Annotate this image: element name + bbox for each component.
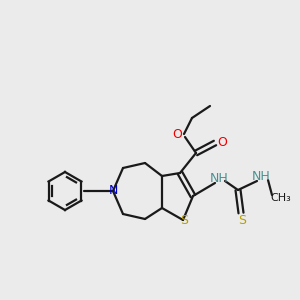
Text: S: S bbox=[238, 214, 246, 227]
Text: NH: NH bbox=[252, 169, 270, 182]
Text: O: O bbox=[172, 128, 182, 140]
Text: CH₃: CH₃ bbox=[271, 193, 291, 203]
Text: O: O bbox=[217, 136, 227, 149]
Text: NH: NH bbox=[210, 172, 228, 184]
Text: N: N bbox=[108, 184, 118, 197]
Text: S: S bbox=[180, 214, 188, 227]
